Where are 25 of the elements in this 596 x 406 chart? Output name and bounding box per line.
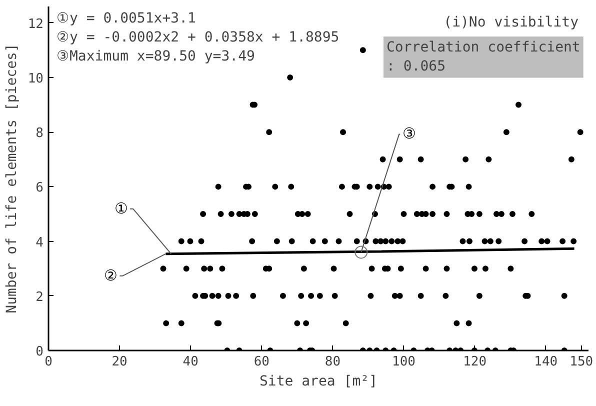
x-tick-label: 120: [463, 354, 487, 370]
y-axis-title: Number of life elements [pieces]: [4, 44, 20, 314]
annotation: ②: [104, 267, 118, 284]
x-tick-label: 150: [570, 354, 594, 370]
x-tick-label: 20: [112, 354, 128, 370]
x-tick-label: 60: [254, 354, 270, 370]
x-tick-label: 40: [182, 354, 198, 370]
y-tick-label: 6: [36, 180, 44, 196]
x-tick-label: 140: [534, 354, 558, 370]
annotation: ③: [402, 126, 416, 143]
y-tick-label: 0: [36, 344, 44, 360]
y-tick-label: 12: [28, 16, 44, 32]
x-tick-label: 80: [324, 354, 341, 370]
y-tick-label: 2: [36, 290, 44, 305]
annotation: ②y = -0.0002x2 + 0.0358x + 1.8895: [56, 30, 340, 46]
y-tick-label: 4: [36, 235, 44, 250]
annotation: ①y = 0.0051x+3.1: [56, 10, 196, 26]
annotation: ③Maximum x=89.50 y=3.49: [56, 48, 255, 64]
x-tick-label: 100: [392, 354, 416, 370]
annotation: Correlation coefficient : 0.065: [386, 40, 580, 75]
annotation: ①: [114, 200, 128, 218]
x-axis-title: Site area [m²]: [260, 374, 378, 390]
y-tick-label: 8: [36, 126, 44, 142]
y-tick-label: 10: [28, 71, 44, 86]
text: (i)No visibility: [444, 14, 578, 30]
